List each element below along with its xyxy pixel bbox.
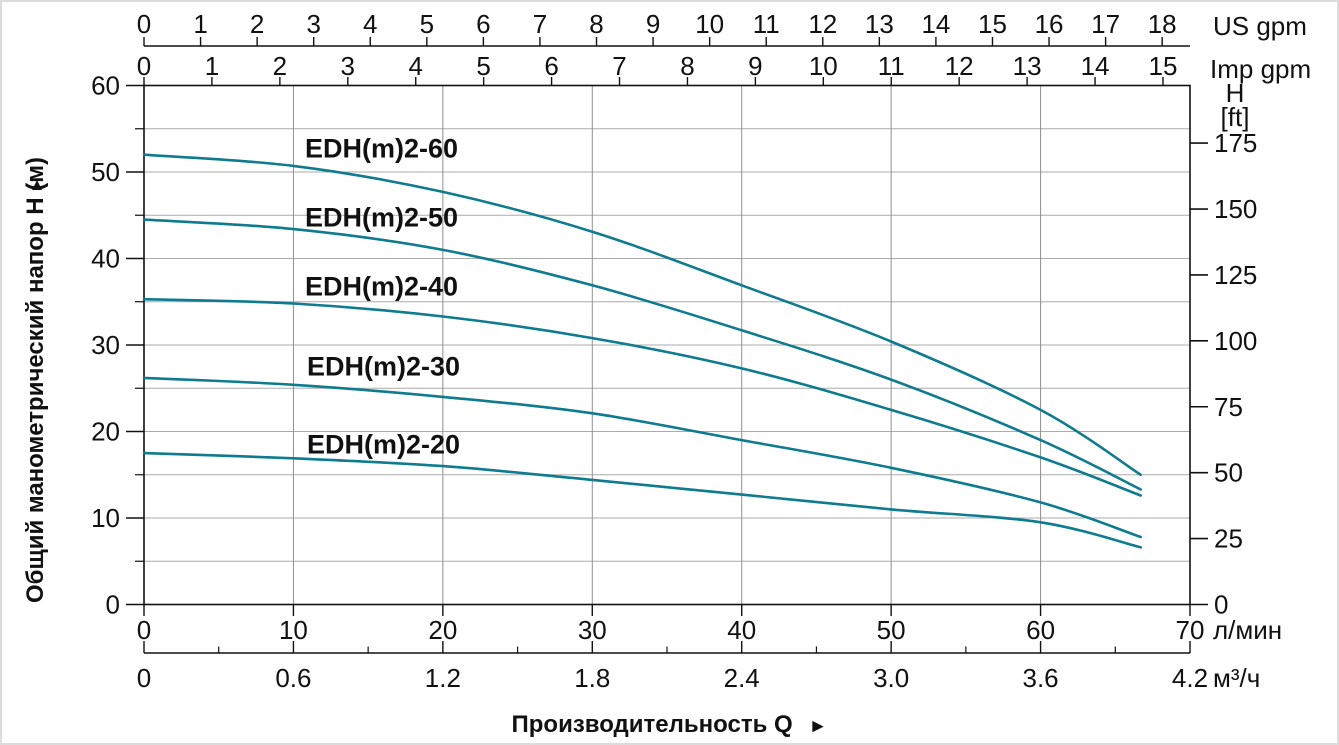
y-axis-arrow-icon: ▲ — [28, 175, 46, 194]
curve-label-edh-m-2-40: EDH(m)2-40 — [305, 271, 459, 302]
imp-gpm-tick-label: 9 — [748, 51, 762, 81]
m3h-tick-label: 0.6 — [275, 663, 311, 693]
us-gpm-tick-label: 6 — [476, 9, 490, 39]
us-gpm-tick-label: 10 — [695, 9, 724, 39]
us-gpm-tick-label: 14 — [921, 9, 950, 39]
us-gpm-tick-label: 8 — [589, 9, 603, 39]
left-m-tick-label: 30 — [91, 330, 120, 360]
right-ft-tick-label: 150 — [1214, 194, 1257, 224]
us-gpm-tick-label: 13 — [865, 9, 894, 39]
curve-edh-m-2-50 — [142, 218, 1142, 491]
lmin-tick-label: 20 — [428, 615, 457, 645]
left-m-tick-label: 50 — [91, 157, 120, 187]
m3h-tick-label: 2.4 — [724, 663, 760, 693]
left-m-tick-label: 40 — [91, 244, 120, 274]
right-ft-tick-label: 125 — [1214, 260, 1257, 290]
left-m-tick-label: 0 — [106, 590, 120, 620]
lmin-unit-label: л/мин — [1213, 615, 1283, 645]
us-gpm-tick-label: 12 — [808, 9, 837, 39]
lmin-tick-label: 10 — [279, 615, 308, 645]
curve-label-edh-m-2-50: EDH(m)2-50 — [305, 202, 459, 233]
m3h-tick-label: 0 — [137, 663, 151, 693]
imp-gpm-tick-label: 8 — [680, 51, 694, 81]
ft-unit-line2: [ft] — [1220, 102, 1250, 132]
m3h-tick-label: 4.2 — [1172, 663, 1208, 693]
imp-gpm-tick-label: 13 — [1013, 51, 1042, 81]
us-gpm-tick-label: 5 — [420, 9, 434, 39]
curve-edh-m-2-20 — [142, 451, 1142, 549]
ft-unit-label: H [ft] — [1206, 78, 1264, 132]
imp-gpm-tick-label: 5 — [476, 51, 490, 81]
us-gpm-tick-label: 17 — [1091, 9, 1120, 39]
curve-edh-m-2-40 — [142, 297, 1142, 497]
us-gpm-tick-label: 1 — [193, 9, 207, 39]
y-axis-title: Общий манометрический напор H (м) — [22, 156, 49, 604]
us-gpm-tick-label: 18 — [1148, 9, 1177, 39]
m3h-unit-label: м³/ч — [1213, 663, 1261, 693]
ft-unit-line1: H — [1225, 78, 1245, 108]
x-axis-title: Производительность Q ► — [0, 711, 1339, 739]
us-gpm-tick-label: 4 — [363, 9, 377, 39]
right-ft-tick-label: 175 — [1214, 128, 1257, 158]
right-ft-tick-label: 0 — [1214, 590, 1228, 620]
curve-label-edh-m-2-60: EDH(m)2-60 — [305, 133, 459, 164]
right-ft-tick-label: 50 — [1214, 458, 1243, 488]
left-m-tick-label: 10 — [91, 503, 120, 533]
lmin-tick-label: 50 — [877, 615, 906, 645]
curve-edh-m-2-30 — [142, 376, 1142, 539]
imp-gpm-tick-label: 10 — [809, 51, 838, 81]
us-gpm-unit-label: US gpm — [1213, 11, 1307, 41]
us-gpm-tick-label: 11 — [753, 9, 780, 39]
imp-gpm-tick-label: 12 — [945, 51, 974, 81]
curve-edh-m-2-60 — [142, 153, 1142, 477]
lmin-tick-label: 60 — [1026, 615, 1055, 645]
imp-gpm-unit-label: Imp gpm — [1210, 54, 1312, 84]
m3h-tick-label: 1.8 — [574, 663, 610, 693]
right-ft-tick-label: 100 — [1214, 326, 1257, 356]
us-gpm-tick-label: 16 — [1035, 9, 1064, 39]
imp-gpm-tick-label: 6 — [544, 51, 558, 81]
m3h-tick-label: 3.6 — [1022, 663, 1058, 693]
imp-gpm-tick-label: 2 — [273, 51, 287, 81]
x-axis-arrow-icon: ► — [808, 716, 828, 737]
lmin-tick-label: 30 — [578, 615, 607, 645]
us-gpm-tick-label: 9 — [646, 9, 660, 39]
curve-label-edh-m-2-30: EDH(m)2-30 — [307, 351, 461, 382]
imp-gpm-tick-label: 11 — [878, 51, 905, 81]
curve-label-edh-m-2-20: EDH(m)2-20 — [307, 429, 461, 460]
us-gpm-tick-label: 0 — [137, 9, 151, 39]
lmin-tick-label: 40 — [727, 615, 756, 645]
imp-gpm-tick-label: 7 — [612, 51, 626, 81]
left-m-tick-label: 20 — [91, 417, 120, 447]
us-gpm-tick-label: 3 — [306, 9, 320, 39]
m3h-tick-label: 1.2 — [425, 663, 461, 693]
right-ft-tick-label: 75 — [1214, 392, 1243, 422]
x-axis-title-text: Производительность Q — [511, 711, 793, 738]
imp-gpm-tick-label: 14 — [1081, 51, 1110, 81]
left-m-tick-label: 60 — [91, 71, 120, 101]
us-gpm-tick-label: 15 — [978, 9, 1007, 39]
lmin-tick-label: 0 — [137, 615, 151, 645]
right-ft-tick-label: 25 — [1214, 524, 1243, 554]
us-gpm-tick-label: 7 — [533, 9, 547, 39]
us-gpm-tick-label: 2 — [250, 9, 264, 39]
imp-gpm-tick-label: 4 — [408, 51, 422, 81]
imp-gpm-tick-label: 15 — [1149, 51, 1178, 81]
imp-gpm-tick-label: 0 — [137, 51, 151, 81]
lmin-tick-label: 70 — [1176, 615, 1205, 645]
m3h-tick-label: 3.0 — [873, 663, 909, 693]
imp-gpm-tick-label: 1 — [205, 51, 219, 81]
imp-gpm-tick-label: 3 — [341, 51, 355, 81]
